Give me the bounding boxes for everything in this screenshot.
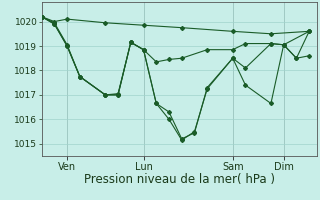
X-axis label: Pression niveau de la mer( hPa ): Pression niveau de la mer( hPa ) [84, 173, 275, 186]
